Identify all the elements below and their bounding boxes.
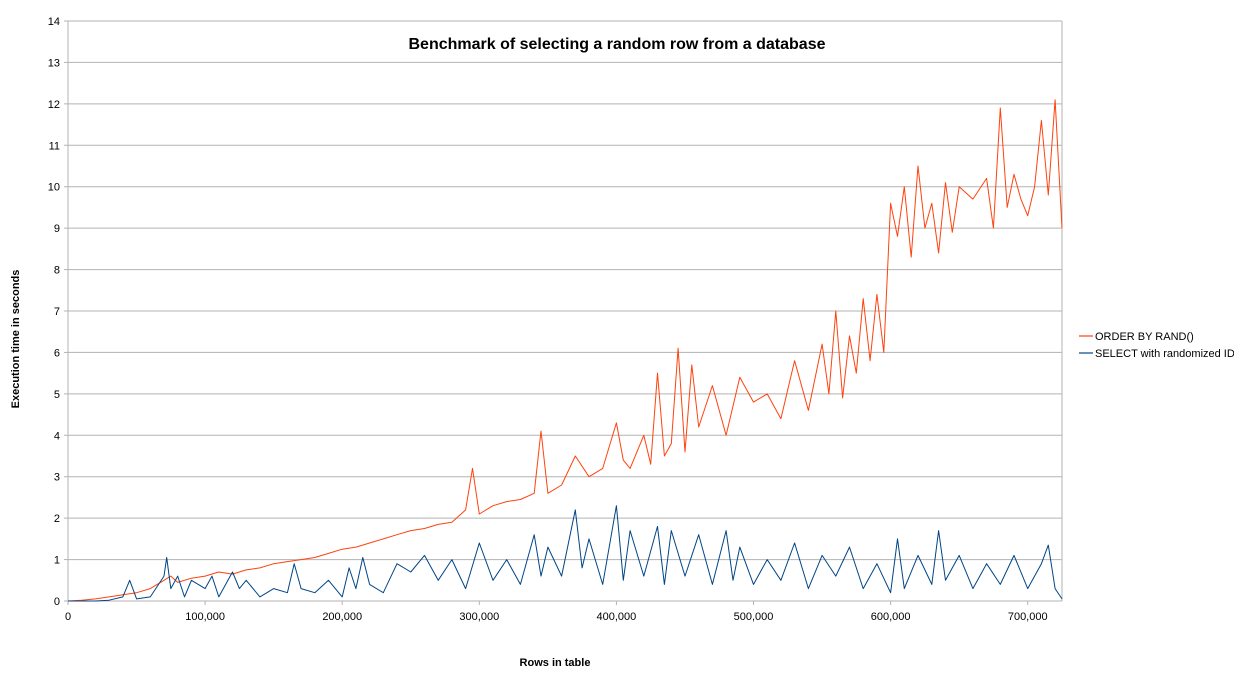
- y-tick-label: 11: [49, 140, 60, 152]
- x-tick-label: 300,000: [459, 611, 499, 623]
- legend-label: ORDER BY RAND(): [1095, 331, 1194, 343]
- x-tick-label: 700,000: [1008, 611, 1048, 623]
- y-tick-label: 7: [54, 306, 60, 318]
- legend: ORDER BY RAND() SELECT with randomized ID: [1079, 331, 1234, 360]
- y-tick-label: 13: [48, 57, 60, 69]
- x-tick-label: 200,000: [322, 611, 362, 623]
- y-tick-label: 4: [54, 430, 60, 442]
- y-tick-label: 1: [54, 555, 60, 567]
- axes: [64, 20, 1063, 605]
- x-tick-label: 0: [65, 611, 71, 623]
- series-line-select-randomized-id: [68, 505, 1063, 602]
- y-tick-label: 14: [48, 16, 60, 28]
- y-tick-label: 12: [48, 99, 60, 111]
- y-tick-label: 3: [54, 472, 60, 484]
- y-tick-label: 0: [54, 596, 60, 608]
- y-tick-label: 10: [48, 182, 60, 194]
- x-axis-title: Rows in table: [520, 657, 591, 669]
- series-lines: [67, 99, 1063, 602]
- legend-label: SELECT with randomized ID: [1095, 348, 1234, 360]
- y-axis-title: Execution time in seconds: [10, 270, 22, 409]
- x-tick-label: 100,000: [185, 611, 225, 623]
- y-tick-label: 6: [54, 347, 60, 359]
- chart-title: Benchmark of selecting a random row from…: [408, 36, 825, 53]
- x-tick-label: 600,000: [871, 611, 911, 623]
- y-tick-label: 5: [54, 389, 60, 401]
- y-tick-label: 2: [54, 513, 60, 525]
- x-tick-label: 400,000: [597, 611, 637, 623]
- y-tick-label: 8: [54, 265, 60, 277]
- series-line-order-by-rand: [67, 99, 1063, 602]
- y-tick-label: 9: [54, 223, 60, 235]
- gridlines: [68, 20, 1062, 602]
- x-tick-label: 500,000: [734, 611, 774, 623]
